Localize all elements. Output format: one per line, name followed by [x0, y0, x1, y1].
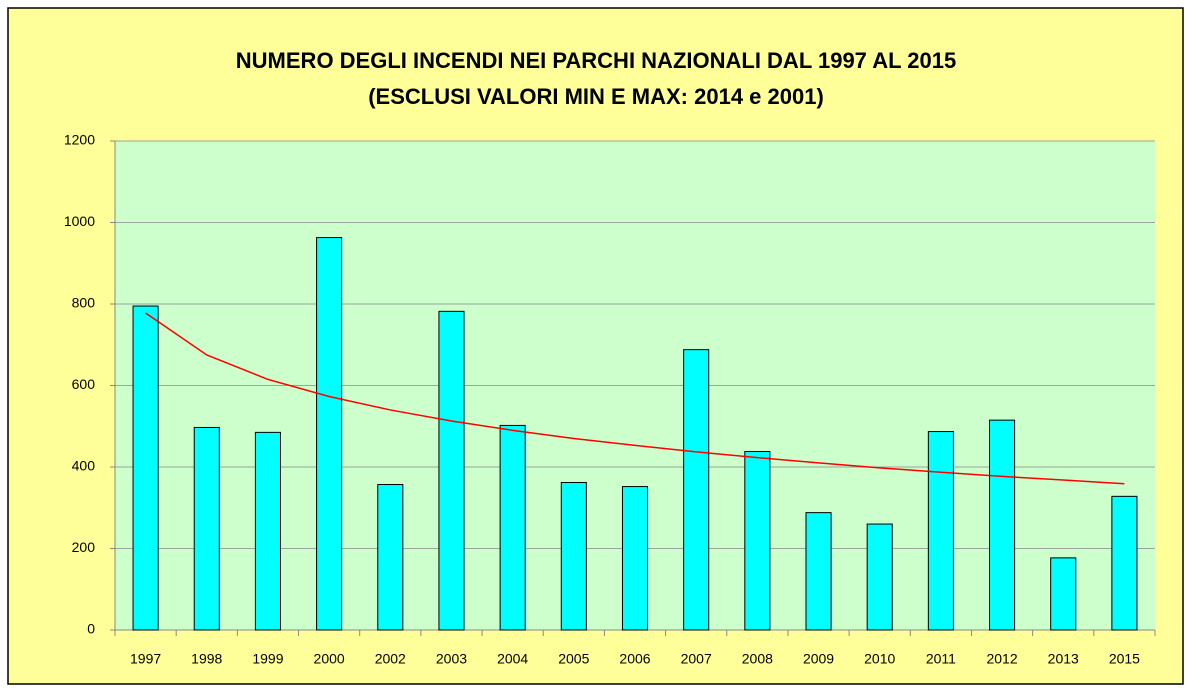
x-tick-label: 2011: [926, 651, 956, 667]
bar: [1111, 495, 1138, 631]
x-tick-label: 2005: [558, 651, 589, 667]
x-tick-label: 2013: [1048, 651, 1079, 667]
bar: [132, 305, 159, 631]
x-tick-label: 2000: [314, 651, 345, 667]
y-tick-label: 1000: [64, 213, 95, 229]
bar: [254, 431, 281, 631]
bar: [621, 486, 649, 631]
x-tick-label: 2003: [436, 651, 467, 667]
bar: [438, 310, 465, 631]
bar: [805, 512, 832, 631]
y-tick-label: 800: [72, 295, 96, 311]
bar: [560, 481, 587, 631]
bar: [193, 426, 220, 631]
chart-title: NUMERO DEGLI INCENDI NEI PARCHI NAZIONAL…: [236, 48, 956, 73]
bar: [377, 484, 404, 631]
bar: [316, 237, 343, 631]
bar: [927, 431, 954, 631]
y-tick-label: 400: [72, 458, 96, 474]
x-tick-label: 1998: [191, 651, 222, 667]
x-tick-label: 1999: [252, 651, 283, 667]
bar: [744, 451, 771, 631]
x-tick-label: 2006: [619, 651, 650, 667]
bar: [499, 424, 526, 631]
y-tick-label: 1200: [64, 132, 95, 148]
bar: [1050, 557, 1077, 631]
x-tick-label: 2015: [1109, 651, 1140, 667]
x-tick-label: 1997: [130, 651, 161, 667]
y-tick-label: 200: [72, 539, 96, 555]
x-tick-label: 2007: [681, 651, 712, 667]
x-tick-label: 2009: [803, 651, 834, 667]
x-tick-label: 2002: [375, 651, 406, 667]
x-tick-label: 2012: [986, 651, 1017, 667]
x-tick-label: 2004: [497, 651, 528, 667]
bar: [683, 349, 710, 631]
trend-line: [145, 312, 1125, 485]
y-tick-label: 0: [87, 621, 95, 637]
chart-subtitle: (ESCLUSI VALORI MIN E MAX: 2014 e 2001): [368, 84, 824, 109]
bar: [989, 419, 1016, 631]
y-tick-label: 600: [72, 376, 96, 392]
x-tick-label: 2010: [864, 651, 895, 667]
x-tick-label: 2008: [742, 651, 773, 667]
bar: [866, 523, 893, 631]
